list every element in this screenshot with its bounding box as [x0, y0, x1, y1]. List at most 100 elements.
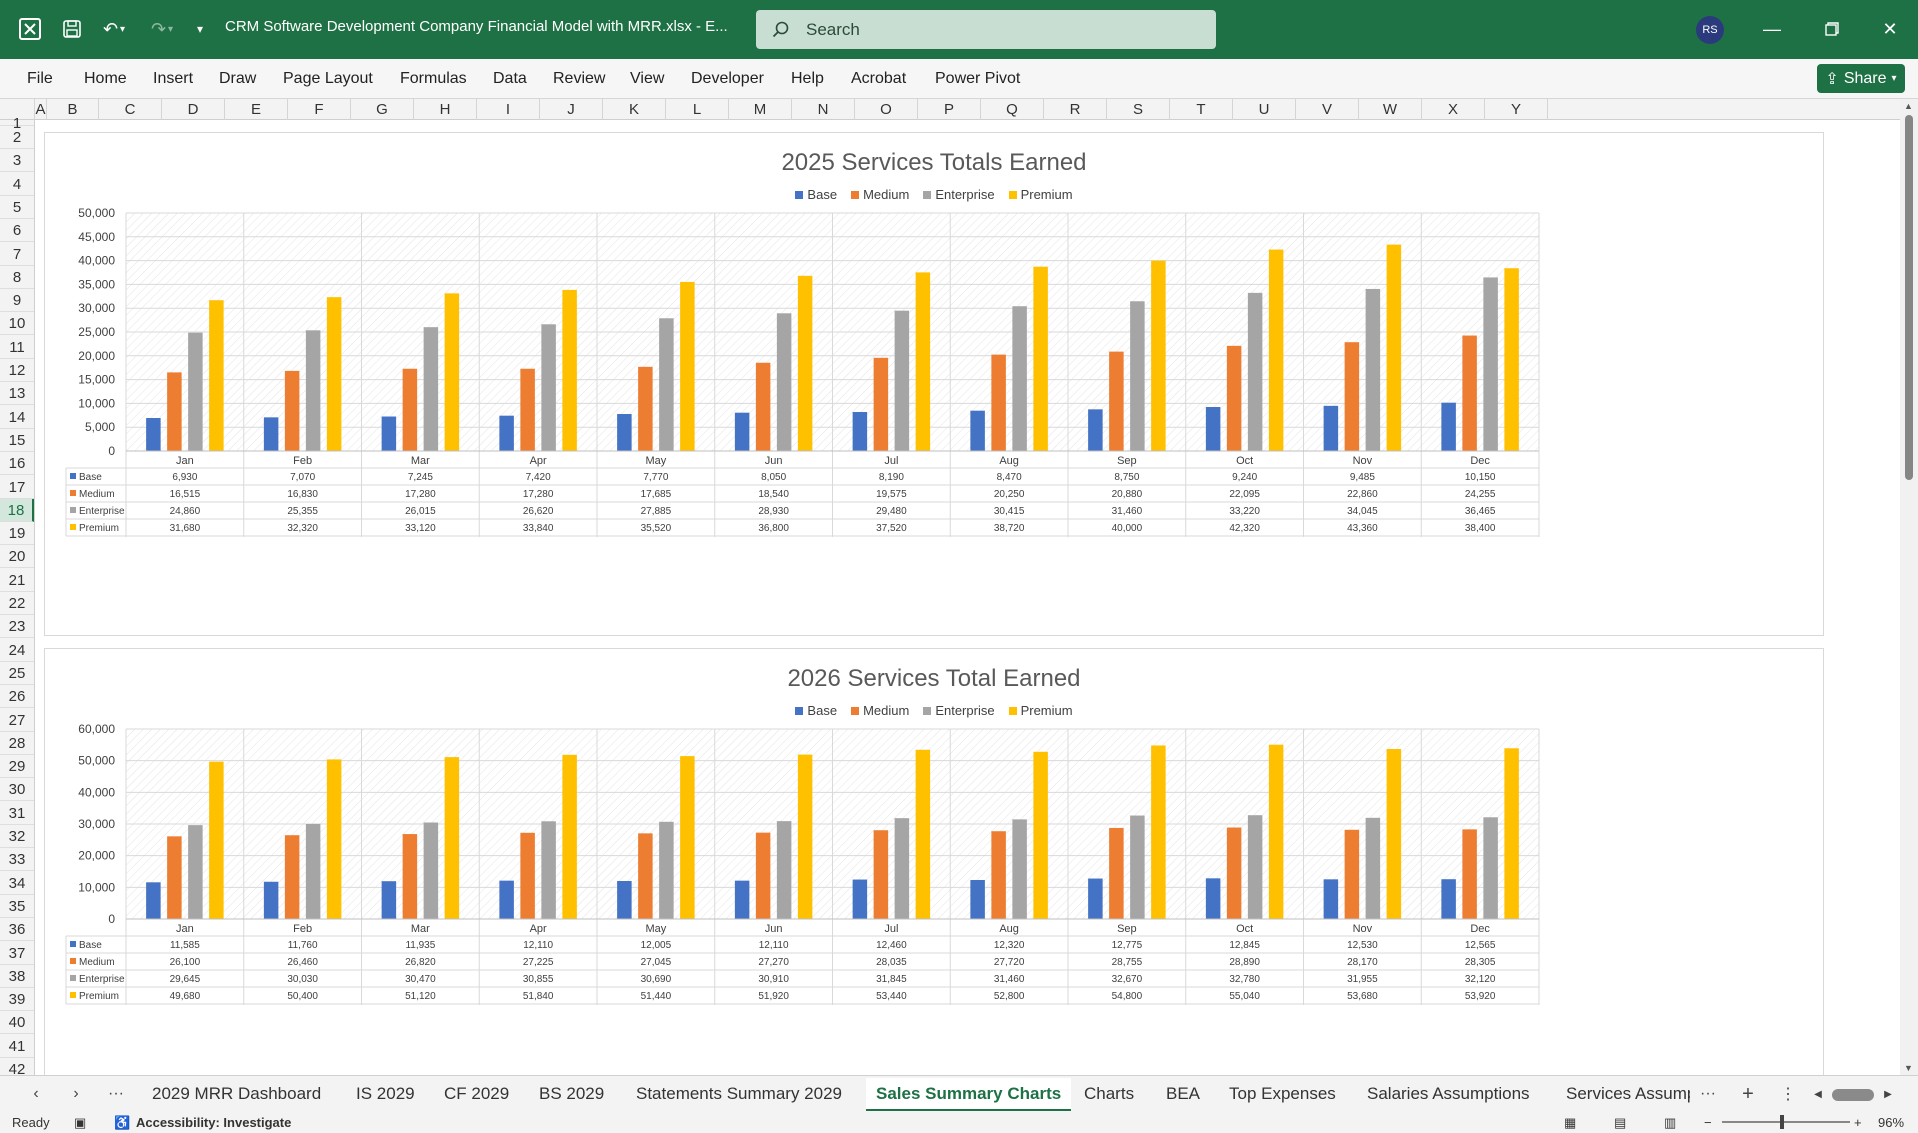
tab-developer[interactable]: Developer — [691, 70, 764, 87]
prev-sheet-icon[interactable]: ‹ — [33, 1085, 39, 1102]
more-tabs-icon[interactable]: ··· — [1700, 1085, 1716, 1102]
sheet-tab-services-assumptions[interactable]: Services Assump — [1566, 1084, 1690, 1103]
row-header-32[interactable]: 32 — [0, 825, 34, 848]
accessibility-icon[interactable]: ♿ — [114, 1115, 131, 1130]
zoom-level[interactable]: 96% — [1878, 1115, 1905, 1130]
column-header-y[interactable]: Y — [1485, 99, 1548, 120]
zoom-slider[interactable] — [1722, 1121, 1850, 1123]
tab-data[interactable]: Data — [493, 70, 527, 87]
sheet-tab-cf-2029[interactable]: CF 2029 — [444, 1084, 510, 1103]
add-sheet-icon[interactable]: + — [1742, 1082, 1754, 1105]
hscroll-left-icon[interactable]: ◀ — [1814, 1088, 1822, 1100]
column-header-r[interactable]: R — [1044, 99, 1107, 120]
chart-2026-services[interactable]: 0 10,000 20,000 30,000 40,000 50,000 60,000 Jan… — [44, 648, 1824, 1075]
scroll-thumb[interactable] — [1905, 115, 1913, 480]
column-header-g[interactable]: G — [351, 99, 414, 120]
tab-formulas[interactable]: Formulas — [400, 70, 467, 87]
row-header-34[interactable]: 34 — [0, 872, 34, 895]
sheet-tab-salaries-assumptions[interactable]: Salaries Assumptions — [1367, 1084, 1530, 1103]
sheet-tab-charts[interactable]: Charts — [1084, 1084, 1135, 1103]
page-layout-view-icon[interactable]: ▤ — [1614, 1115, 1627, 1130]
scroll-up-icon[interactable]: ▲ — [1904, 101, 1913, 111]
row-header-24[interactable]: 24 — [0, 639, 34, 662]
column-header-e[interactable]: E — [225, 99, 288, 120]
sheet-grid[interactable]: 0 5,000 10,000 15,000 20,000 25,000 30,000 35,0… — [36, 120, 1900, 1075]
row-header-12[interactable]: 12 — [0, 359, 34, 382]
column-header-b[interactable]: B — [47, 99, 99, 120]
row-header-19[interactable]: 19 — [0, 522, 34, 546]
row-header-27[interactable]: 27 — [0, 709, 34, 732]
row-header-41[interactable]: 41 — [0, 1035, 34, 1058]
column-header-p[interactable]: P — [918, 99, 981, 120]
tab-help[interactable]: Help — [791, 70, 824, 87]
column-header-x[interactable]: X — [1422, 99, 1485, 120]
vertical-scrollbar[interactable]: ▲ ▼ — [1900, 99, 1918, 1075]
row-header-7[interactable]: 7 — [0, 243, 34, 266]
row-header-15[interactable]: 15 — [0, 429, 34, 452]
row-header-22[interactable]: 22 — [0, 592, 34, 615]
next-sheet-icon[interactable]: › — [73, 1085, 79, 1102]
row-header-29[interactable]: 29 — [0, 755, 34, 779]
sheet-options-icon[interactable]: ⋮ — [1780, 1086, 1796, 1103]
tab-file[interactable]: File — [27, 70, 53, 87]
row-header-10[interactable]: 10 — [0, 312, 34, 336]
tab-insert[interactable]: Insert — [153, 70, 194, 87]
minimize-icon[interactable]: — — [1763, 18, 1781, 39]
row-header-9[interactable]: 9 — [0, 289, 34, 313]
row-header-26[interactable]: 26 — [0, 685, 34, 709]
sheet-tab-statements-summary-2029[interactable]: Statements Summary 2029 — [636, 1084, 842, 1103]
redo-icon[interactable]: ↷ ▾ — [150, 18, 174, 39]
scroll-down-icon[interactable]: ▼ — [1904, 1063, 1913, 1073]
column-header-j[interactable]: J — [540, 99, 603, 120]
row-header-4[interactable]: 4 — [0, 173, 34, 196]
more-sheets-icon[interactable]: ··· — [108, 1085, 124, 1102]
row-header-6[interactable]: 6 — [0, 219, 34, 243]
close-icon[interactable]: ✕ — [1882, 18, 1898, 39]
sheet-tab-is-2029[interactable]: IS 2029 — [356, 1084, 415, 1103]
row-header-3[interactable]: 3 — [0, 149, 34, 173]
tab-draw[interactable]: Draw — [219, 70, 257, 87]
hscroll-right-icon[interactable]: ▶ — [1884, 1088, 1892, 1100]
column-header-h[interactable]: H — [414, 99, 477, 120]
customize-toolbar-icon[interactable]: ▾ — [196, 22, 204, 36]
row-header-8[interactable]: 8 — [0, 266, 34, 289]
row-header-38[interactable]: 38 — [0, 965, 34, 988]
row-header-21[interactable]: 21 — [0, 569, 34, 592]
column-header-n[interactable]: N — [792, 99, 855, 120]
row-header-35[interactable]: 35 — [0, 895, 34, 918]
share-button[interactable]: ⇪ Share ▾ — [1817, 64, 1905, 93]
row-header-39[interactable]: 39 — [0, 988, 34, 1012]
macro-record-icon[interactable]: ▣ — [74, 1115, 87, 1130]
column-header-t[interactable]: T — [1170, 99, 1233, 120]
column-header-i[interactable]: I — [477, 99, 540, 120]
tab-view[interactable]: View — [630, 70, 665, 87]
row-header-33[interactable]: 33 — [0, 848, 34, 872]
column-header-a[interactable]: A — [35, 99, 47, 120]
row-header-2[interactable]: 2 — [0, 126, 34, 149]
zoom-in-icon[interactable]: + — [1854, 1115, 1862, 1130]
zoom-slider-handle[interactable] — [1780, 1115, 1784, 1129]
column-header-w[interactable]: W — [1359, 99, 1422, 120]
accessibility-status[interactable]: Accessibility: Investigate — [136, 1115, 292, 1130]
row-header-18[interactable]: 18 — [0, 498, 34, 522]
column-header-s[interactable]: S — [1107, 99, 1170, 120]
column-header-d[interactable]: D — [162, 99, 225, 120]
search-box[interactable]: Search — [756, 10, 1216, 49]
sheet-tab-bea[interactable]: BEA — [1166, 1084, 1201, 1103]
sheet-tab-top-expenses[interactable]: Top Expenses — [1229, 1084, 1336, 1103]
row-header-30[interactable]: 30 — [0, 778, 34, 802]
row-header-23[interactable]: 23 — [0, 615, 34, 639]
row-header-36[interactable]: 36 — [0, 918, 34, 942]
sheet-tab-sales-summary-charts[interactable]: Sales Summary Charts — [866, 1078, 1072, 1112]
row-header-28[interactable]: 28 — [0, 732, 34, 755]
row-header-11[interactable]: 11 — [0, 336, 34, 359]
row-header-16[interactable]: 16 — [0, 452, 34, 476]
row-header-37[interactable]: 37 — [0, 942, 34, 965]
horizontal-scroll-thumb[interactable] — [1832, 1089, 1874, 1101]
row-header-17[interactable]: 17 — [0, 476, 34, 499]
sheet-tab-bs-2029[interactable]: BS 2029 — [539, 1084, 605, 1103]
tab-power-pivot[interactable]: Power Pivot — [935, 70, 1021, 87]
normal-view-icon[interactable]: ▦ — [1564, 1115, 1577, 1130]
chart-2025-services[interactable]: 0 5,000 10,000 15,000 20,000 25,000 30,000 35,0… — [44, 132, 1824, 636]
save-icon[interactable] — [58, 14, 86, 44]
